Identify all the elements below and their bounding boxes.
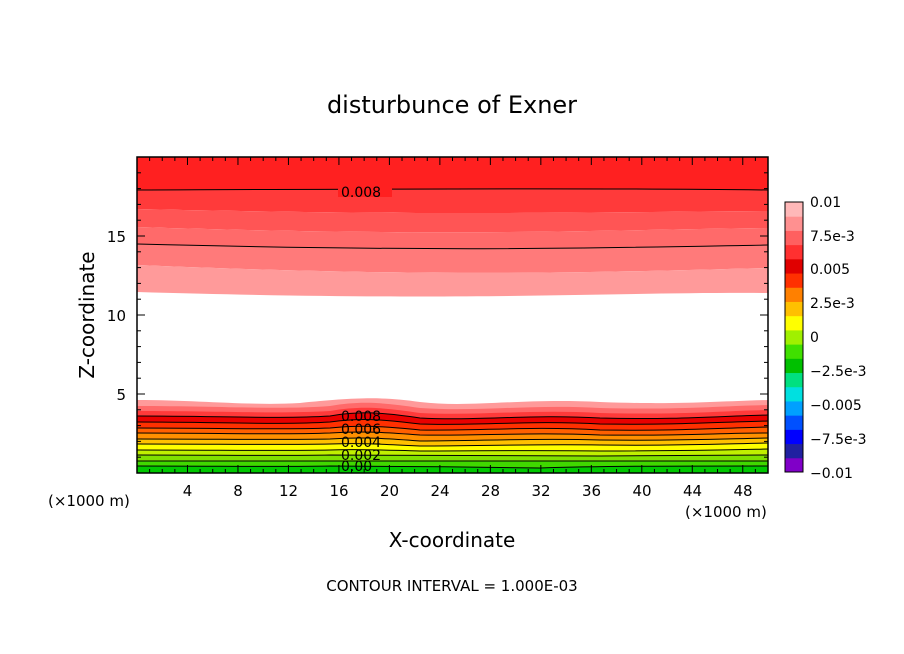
contour-line (137, 431, 768, 436)
contour-line (137, 454, 768, 457)
contour-line (137, 412, 768, 420)
colorbar-swatch (785, 386, 803, 402)
contour-lines (137, 188, 768, 469)
upper-band-4 (137, 227, 768, 249)
x-tick-label: 20 (380, 482, 399, 500)
contour-line (137, 448, 768, 452)
colorbar-label: −2.5e-3 (810, 364, 867, 380)
colorbar-label: 0.01 (810, 195, 841, 211)
x-tick-label: 16 (329, 482, 348, 500)
contour-label-group: 0.008 0.008 0.006 0.004 0.002 0.00 (338, 183, 392, 473)
x-tick-label: 48 (733, 482, 752, 500)
upper-band-2 (137, 188, 768, 214)
contour-label: 0.008 (341, 409, 381, 425)
x-tick-label: 12 (279, 482, 298, 500)
colorbar-label: −7.5e-3 (810, 432, 867, 448)
colorbar-swatch (785, 202, 803, 217)
colorbar-swatch (785, 457, 803, 473)
colorbar-labels: 0.01 7.5e-3 0.005 2.5e-3 0 −2.5e-3 −0.00… (810, 195, 867, 482)
colorbar (785, 202, 803, 473)
contour-label: 0.002 (341, 448, 381, 464)
colorbar-label: 0.005 (810, 262, 850, 278)
colorbar-swatch (785, 315, 803, 331)
colorbar-frame (784, 201, 804, 473)
contour-label: 0.004 (341, 435, 381, 451)
y-axis-label: Z-coordinate (75, 251, 99, 378)
upper-band-6 (137, 265, 768, 297)
x-tick-label: 40 (632, 482, 651, 500)
contour-label: 0.006 (341, 422, 381, 438)
x-unit-label: (×1000 m) (685, 503, 767, 521)
contour-interval-note: CONTOUR INTERVAL = 1.000E-03 (326, 577, 577, 595)
x-tick-label: 44 (683, 482, 702, 500)
y-tick-label: 15 (107, 228, 126, 246)
upper-band-5 (137, 244, 768, 273)
colorbar-swatch (785, 415, 803, 430)
colorbar-swatch (785, 258, 803, 274)
colorbar-swatch (785, 358, 803, 374)
contour-line (137, 442, 768, 447)
colorbar-swatch (785, 287, 803, 302)
x-tick-label: 4 (183, 482, 193, 500)
contour-line (137, 465, 768, 469)
colorbar-swatch (785, 230, 803, 246)
x-tick-label: 36 (582, 482, 601, 500)
colorbar-swatch (785, 273, 803, 288)
upper-band-3 (137, 209, 768, 233)
colorbar-swatch (785, 301, 803, 317)
x-tick-label: 28 (481, 482, 500, 500)
y-tick-label: 5 (116, 386, 126, 404)
y-tick-labels: 5 10 15 (107, 228, 126, 404)
colorbar-swatch (785, 429, 803, 445)
y-unit-label: (×1000 m) (48, 492, 130, 510)
colorbar-label: 7.5e-3 (810, 229, 855, 245)
contour-line (137, 243, 768, 250)
contour-label: 0.008 (341, 185, 381, 201)
colorbar-swatch (785, 329, 803, 345)
colorbar-label: −0.005 (810, 398, 862, 414)
contour-line (137, 437, 768, 442)
plot-field: 0.008 0.008 0.006 0.004 0.002 0.00 (137, 157, 768, 473)
contour-line (137, 425, 768, 431)
upper-band-1 (137, 157, 768, 190)
colorbar-label: 2.5e-3 (810, 296, 855, 312)
colorbar-swatch (785, 344, 803, 359)
colorbar-swatch (785, 400, 803, 416)
x-tick-labels: 4 8 12 16 20 24 28 32 36 40 44 48 (183, 482, 753, 500)
tick-marks (137, 157, 768, 473)
contour-line (137, 188, 768, 191)
colorbar-swatch (785, 443, 803, 459)
colorbar-label: −0.01 (810, 466, 853, 482)
x-tick-label: 8 (233, 482, 243, 500)
colorbar-swatch (785, 244, 803, 260)
x-tick-label: 24 (430, 482, 449, 500)
colorbar-swatch (785, 372, 803, 388)
x-axis-label: X-coordinate (389, 528, 516, 552)
colorbar-swatch (785, 216, 803, 231)
chart-title: disturbunce of Exner (327, 91, 577, 119)
y-tick-label: 10 (107, 307, 126, 325)
colorbar-label: 0 (810, 330, 819, 346)
contour-line (137, 419, 768, 425)
x-tick-label: 32 (531, 482, 550, 500)
